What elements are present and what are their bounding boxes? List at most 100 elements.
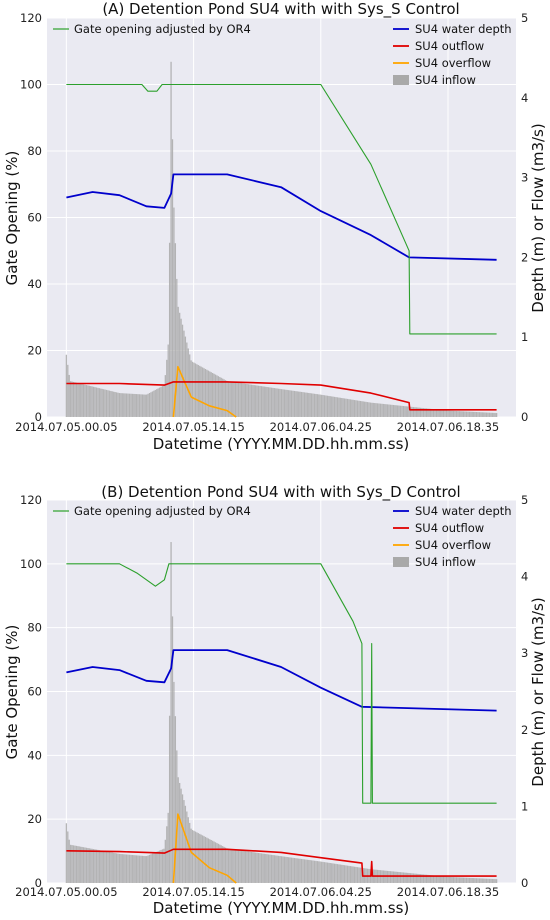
x-tick-label: 2014.07.06.04.25: [270, 885, 372, 899]
inflow-bar: [92, 849, 95, 883]
inflow-bar: [80, 846, 82, 883]
inflow-bar: [81, 846, 83, 883]
y-left-tick-label: 40: [27, 748, 42, 762]
inflow-bar: [75, 845, 78, 883]
inflow-bar: [101, 850, 103, 883]
inflow-bar: [399, 405, 402, 417]
inflow-bar: [323, 862, 326, 883]
inflow-bar: [113, 391, 115, 417]
inflow-bar: [464, 877, 466, 883]
inflow-bar: [90, 386, 92, 417]
inflow-bar: [189, 354, 191, 417]
inflow-bar: [483, 412, 485, 417]
inflow-bar: [108, 852, 111, 883]
inflow-bar: [67, 364, 69, 417]
inflow-bar: [368, 402, 370, 417]
inflow-bar: [156, 851, 158, 883]
inflow-bar: [138, 394, 141, 417]
y-axis-left-label: Gate Opening (%): [3, 151, 21, 286]
inflow-bar: [405, 872, 407, 883]
inflow-bar: [299, 858, 301, 883]
inflow-bar: [226, 380, 228, 417]
inflow-bar: [194, 363, 197, 417]
inflow-bar: [440, 409, 442, 417]
inflow-bar: [244, 383, 247, 417]
inflow-bar: [127, 393, 129, 417]
inflow-bar: [75, 382, 78, 417]
inflow-bar: [184, 805, 187, 883]
inflow-bar: [451, 410, 453, 417]
legend-label: SU4 inflow: [415, 555, 476, 569]
inflow-bar: [212, 372, 214, 417]
inflow-bar: [495, 413, 498, 417]
inflow-bar: [491, 878, 493, 883]
inflow-bar: [332, 863, 334, 883]
inflow-bar: [250, 384, 253, 417]
inflow-bar: [133, 393, 135, 417]
inflow-bar: [100, 388, 102, 417]
y-left-tick-label: 40: [27, 277, 42, 291]
inflow-bar: [223, 379, 225, 417]
inflow-bar: [282, 856, 284, 883]
inflow-bar: [445, 876, 448, 883]
inflow-bar: [242, 850, 244, 883]
inflow-bar: [134, 393, 136, 417]
legend-left: Gate opening adjusted by OR4: [53, 504, 251, 518]
inflow-bar: [147, 393, 149, 417]
inflow-bar: [197, 365, 199, 417]
y-right-tick-label: 0: [521, 876, 528, 890]
inflow-bar: [113, 852, 115, 883]
inflow-bar: [125, 854, 128, 883]
inflow-bar: [467, 411, 469, 417]
inflow-bar: [150, 854, 152, 883]
inflow-bar: [84, 847, 86, 883]
inflow-bar: [355, 866, 357, 883]
inflow-bar: [88, 385, 90, 417]
series-line-gate-opening-adjusted-by-or4: [66, 83, 497, 335]
inflow-bar: [70, 844, 72, 883]
inflow-bar: [130, 393, 132, 417]
inflow-bar: [461, 411, 463, 417]
inflow-bar: [296, 391, 298, 417]
inflow-bar: [250, 851, 253, 883]
inflow-bar: [366, 402, 369, 417]
inflow-bar: [427, 874, 429, 883]
inflow-bar: [203, 368, 205, 417]
inflow-bar: [389, 871, 392, 883]
inflow-bar: [173, 207, 175, 417]
inflow-bar: [303, 859, 306, 883]
inflow-bar: [213, 373, 215, 417]
inflow-bar: [273, 855, 275, 883]
inflow-bar: [187, 348, 189, 417]
inflow-bar: [229, 848, 231, 883]
inflow-bar: [460, 877, 462, 883]
inflow-bar: [128, 393, 131, 417]
inflow-bar: [104, 389, 106, 417]
inflow-bar: [460, 411, 462, 417]
inflow-bar: [282, 389, 284, 417]
inflow-bar: [131, 393, 133, 417]
y-right-tick-label: 1: [521, 330, 528, 344]
inflow-bar: [422, 874, 425, 883]
inflow-bar: [388, 871, 390, 883]
inflow-bar: [412, 873, 415, 883]
inflow-bar: [323, 395, 326, 417]
y-right-tick-label: 5: [521, 11, 528, 25]
inflow-bar: [319, 861, 321, 883]
inflow-bar: [405, 406, 407, 417]
inflow-bar: [190, 360, 192, 417]
inflow-bar: [170, 61, 172, 417]
inflow-bar: [386, 870, 389, 883]
inflow-bar: [233, 382, 235, 417]
inflow-bar: [408, 873, 410, 883]
inflow-bar: [276, 855, 278, 883]
inflow-bar: [82, 847, 85, 883]
inflow-bar: [457, 411, 459, 417]
inflow-bar: [257, 385, 260, 417]
inflow-bar: [409, 406, 412, 417]
inflow-bar: [397, 871, 399, 883]
inflow-bar: [388, 404, 390, 417]
inflow-bar: [364, 401, 366, 417]
inflow-bar: [222, 378, 224, 417]
inflow-bar: [322, 861, 324, 883]
